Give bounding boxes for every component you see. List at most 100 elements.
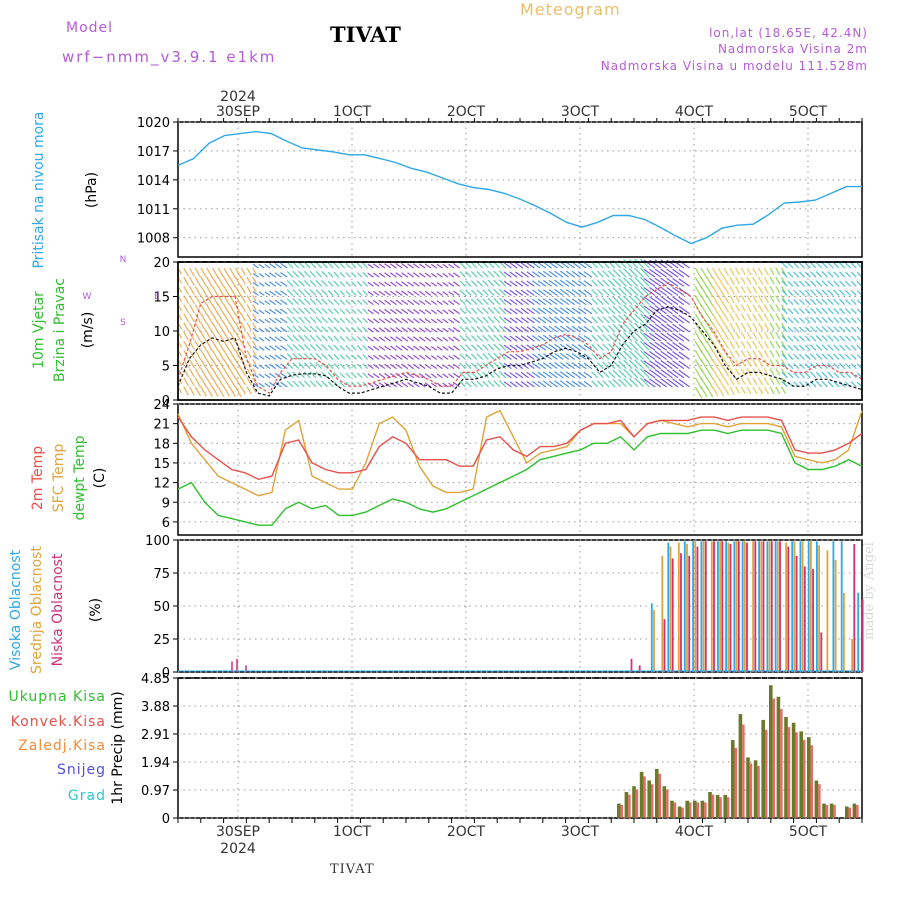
- wind-barb: [804, 289, 811, 296]
- wind-barb: [798, 344, 805, 351]
- wind-barb: [559, 352, 570, 360]
- wind-barb: [493, 270, 501, 278]
- wind-barb: [781, 313, 786, 321]
- wind-barb: [821, 271, 828, 278]
- wind-barb: [735, 322, 740, 330]
- wind-barb: [649, 314, 662, 324]
- wind-barb: [211, 331, 219, 343]
- wind-barb: [503, 317, 512, 324]
- wind-barb: [234, 377, 242, 388]
- wind-barb: [362, 363, 369, 369]
- wind-barb: [559, 288, 570, 296]
- wind-barb: [781, 359, 786, 367]
- wind-barb: [200, 304, 207, 315]
- wind-barb: [559, 343, 570, 351]
- wind-barb: [559, 316, 570, 324]
- wind-barb: [775, 349, 781, 358]
- wind-barb: [565, 279, 575, 287]
- precip-total-bar: [852, 803, 857, 818]
- wind-barb: [407, 382, 415, 388]
- wind-barb: [217, 322, 225, 333]
- wind-barb: [763, 276, 770, 285]
- wind-barb: [856, 381, 863, 388]
- wind-barb: [839, 307, 846, 315]
- wind-barb: [787, 262, 794, 269]
- wind-barb: [327, 344, 334, 351]
- wind-barb: [384, 327, 392, 333]
- wind-barb: [452, 281, 460, 287]
- wind-barb: [476, 261, 484, 269]
- panel-frame-pressure: [177, 121, 863, 258]
- wind-barb: [498, 361, 507, 369]
- precip-conv-bar: [711, 794, 715, 818]
- wind-barb: [775, 340, 781, 349]
- wind-barb: [706, 331, 714, 343]
- wind-barb: [596, 325, 604, 333]
- wind-barb: [758, 267, 764, 276]
- wind-barb: [223, 313, 231, 324]
- wind-barb: [700, 331, 708, 343]
- wind-barb: [503, 262, 512, 269]
- wind-barb: [596, 307, 604, 315]
- legend-frozen-rain: Zaledj.Kisa: [18, 738, 106, 754]
- wind-barb: [258, 318, 265, 324]
- wind-barb: [188, 377, 195, 387]
- wind-barb: [268, 354, 277, 360]
- wind-barb: [252, 276, 257, 284]
- wind-barb: [351, 336, 357, 342]
- wind-barb: [264, 346, 271, 351]
- precip-conv-bar: [658, 773, 661, 818]
- wind-barb: [333, 271, 340, 278]
- wind-barb: [752, 304, 758, 313]
- wind-barb: [856, 344, 863, 351]
- wind-barb: [678, 351, 690, 360]
- wind-barb: [515, 289, 524, 296]
- wind-barb: [298, 279, 305, 287]
- wind-barb: [763, 313, 770, 322]
- wind-barb: [618, 351, 627, 360]
- wind-barb: [542, 371, 552, 379]
- wind-barb: [821, 371, 828, 379]
- wind-barb: [424, 309, 432, 315]
- top-year-label: 2024: [220, 89, 256, 105]
- wind-barb: [740, 368, 746, 376]
- wind-barb: [856, 372, 863, 379]
- wind-barb: [643, 268, 656, 278]
- wind-barb: [850, 353, 857, 360]
- precip-total-bar: [753, 760, 758, 818]
- wind-barb: [211, 386, 219, 398]
- wind-barb: [183, 295, 190, 304]
- wind-barb: [384, 299, 392, 306]
- wind-barb: [264, 291, 271, 296]
- wind-barb: [548, 325, 558, 333]
- wind-barb: [565, 289, 575, 296]
- wind-barb: [274, 354, 282, 360]
- wind-barb: [407, 308, 415, 315]
- wind-barb: [384, 263, 392, 269]
- wind-barb: [548, 353, 558, 360]
- wind-barb: [850, 289, 857, 296]
- wind-barb: [430, 300, 437, 306]
- precip-total-bar: [700, 800, 705, 818]
- wind-barb: [482, 371, 489, 379]
- wind-barb: [436, 382, 443, 388]
- wind-barb: [700, 349, 708, 362]
- wind-barb: [286, 270, 294, 278]
- wind-barb: [482, 270, 489, 278]
- wind-barb: [503, 344, 512, 351]
- ytick-label-pressure-1: 1011: [137, 203, 170, 218]
- wind-barb: [537, 280, 547, 287]
- wind-barb: [839, 271, 846, 278]
- wind-barb: [827, 271, 834, 278]
- wind-barb: [292, 325, 300, 333]
- wind-barb: [712, 313, 719, 324]
- wind-barb: [833, 289, 840, 296]
- wind-barb: [188, 386, 195, 396]
- wind-barb: [583, 289, 593, 296]
- wind-barb: [634, 368, 645, 379]
- wind-barb: [448, 373, 455, 379]
- wind-barb: [315, 353, 323, 360]
- wind-barb: [531, 316, 541, 324]
- wind-barb: [401, 345, 409, 351]
- precip-total-bar: [829, 803, 834, 818]
